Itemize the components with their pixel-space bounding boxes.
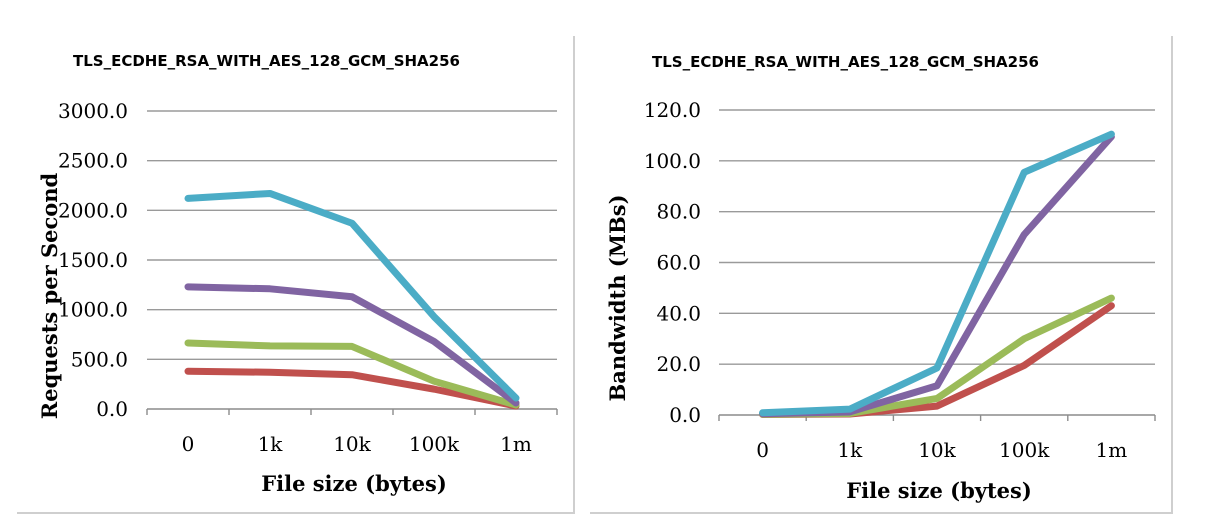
x-tick-label: 0 xyxy=(182,432,195,456)
y-tick-label: 40.0 xyxy=(656,301,701,325)
x-tick-label: 0 xyxy=(756,438,769,462)
y-tick-label: 500.0 xyxy=(71,347,128,371)
series-line xyxy=(184,339,520,409)
y-tick-label: 3000.0 xyxy=(58,99,128,123)
chart-panel-bandwidth: TLS_ECDHE_RSA_WITH_AES_128_GCM_SHA256 0.… xyxy=(590,36,1173,514)
series-line xyxy=(759,133,1115,418)
chart-panel-requests: TLS_ECDHE_RSA_WITH_AES_128_GCM_SHA256 0.… xyxy=(17,36,575,514)
y-tick-label: 0.0 xyxy=(96,397,128,421)
y-tick-label: 100.0 xyxy=(644,149,701,173)
x-tick-label: 1k xyxy=(837,438,863,462)
series-line xyxy=(184,283,520,407)
y-tick-label: 2000.0 xyxy=(58,198,128,222)
x-tick-label: 10k xyxy=(918,438,956,462)
series-line xyxy=(184,189,520,402)
x-tick-label: 100k xyxy=(999,438,1050,462)
y-tick-label: 2500.0 xyxy=(58,149,128,173)
x-tick-labels: 0 1k 10k 100k 1m xyxy=(182,432,532,456)
y-tick-labels: 0.0 20.0 40.0 60.0 80.0 100.0 120.0 xyxy=(644,98,701,427)
y-tick-labels: 0.0 500.0 1000.0 1500.0 2000.0 2500.0 3000.0 xyxy=(58,99,128,421)
chart-title: TLS_ECDHE_RSA_WITH_AES_128_GCM_SHA256 xyxy=(652,53,1039,71)
gridlines xyxy=(146,110,558,415)
y-tick-label: 0.0 xyxy=(669,403,701,427)
requests-chart: TLS_ECDHE_RSA_WITH_AES_128_GCM_SHA256 0.… xyxy=(37,52,558,496)
series-line xyxy=(184,367,520,410)
y-tick-label: 60.0 xyxy=(656,251,701,275)
x-tick-labels: 0 1k 10k 100k 1m xyxy=(756,438,1127,462)
x-tick-label: 1m xyxy=(1096,438,1128,462)
chart-title: TLS_ECDHE_RSA_WITH_AES_128_GCM_SHA256 xyxy=(73,52,460,70)
x-tick-label: 1m xyxy=(500,432,532,456)
y-tick-label: 1500.0 xyxy=(58,248,128,272)
y-tick-label: 120.0 xyxy=(644,98,701,122)
gridlines xyxy=(718,109,1156,421)
series-lines xyxy=(184,189,520,410)
y-tick-label: 1000.0 xyxy=(58,298,128,322)
y-axis-title: Bandwidth (MBs) xyxy=(605,194,630,401)
series-line xyxy=(759,130,1115,417)
y-axis-title: Requests per Second xyxy=(37,172,62,419)
x-tick-label: 10k xyxy=(333,432,371,456)
x-axis-title: File size (bytes) xyxy=(261,471,447,496)
x-axis-title: File size (bytes) xyxy=(846,478,1032,503)
y-tick-label: 20.0 xyxy=(656,352,701,376)
y-tick-label: 80.0 xyxy=(656,200,701,224)
series-lines xyxy=(759,130,1115,418)
bandwidth-chart: TLS_ECDHE_RSA_WITH_AES_128_GCM_SHA256 0.… xyxy=(605,53,1156,503)
x-tick-label: 1k xyxy=(258,432,284,456)
x-tick-label: 100k xyxy=(409,432,460,456)
series-line xyxy=(759,294,1115,418)
